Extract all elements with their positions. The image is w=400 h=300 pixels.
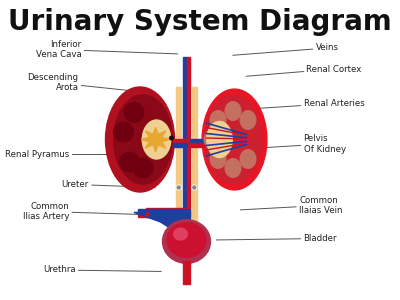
Text: Veins: Veins: [233, 44, 338, 55]
Text: Common
Ilias Artery: Common Ilias Artery: [23, 202, 139, 221]
Circle shape: [176, 185, 181, 190]
Ellipse shape: [205, 95, 261, 184]
Bar: [138, 212, 190, 217]
Circle shape: [192, 185, 197, 190]
Ellipse shape: [162, 220, 210, 263]
Bar: [146, 208, 186, 212]
Ellipse shape: [240, 111, 256, 129]
Ellipse shape: [120, 152, 139, 172]
Text: Pelvis
Of Kidney: Pelvis Of Kidney: [252, 134, 346, 154]
Circle shape: [146, 213, 149, 216]
Bar: [186, 57, 190, 261]
Ellipse shape: [225, 159, 241, 177]
Bar: [176, 87, 181, 261]
Ellipse shape: [142, 127, 162, 146]
Bar: [146, 213, 186, 217]
Circle shape: [193, 186, 196, 189]
Text: Inferior
Vena Cava: Inferior Vena Cava: [36, 40, 178, 59]
Bar: [192, 87, 197, 261]
Ellipse shape: [167, 223, 206, 257]
Polygon shape: [141, 127, 170, 152]
Ellipse shape: [202, 89, 267, 190]
Ellipse shape: [210, 111, 226, 129]
Ellipse shape: [114, 122, 133, 142]
Circle shape: [177, 186, 180, 189]
Bar: [182, 57, 186, 261]
Bar: [190, 143, 204, 147]
Text: Common
Ilaias Vein: Common Ilaias Vein: [240, 196, 342, 215]
Text: Renal Cortex: Renal Cortex: [246, 64, 362, 76]
Ellipse shape: [142, 120, 171, 159]
Bar: [173, 143, 186, 147]
Ellipse shape: [133, 158, 153, 178]
Bar: [190, 139, 204, 142]
Text: Urethra: Urethra: [43, 266, 161, 274]
Circle shape: [170, 136, 173, 140]
Bar: [173, 139, 186, 143]
Ellipse shape: [240, 150, 256, 168]
Ellipse shape: [124, 103, 144, 122]
Ellipse shape: [210, 150, 226, 168]
Text: Bladder: Bladder: [216, 234, 337, 243]
Ellipse shape: [204, 130, 220, 149]
Bar: [183, 261, 190, 284]
Text: Urinary System Diagram: Urinary System Diagram: [8, 8, 392, 35]
Bar: [181, 250, 192, 262]
Ellipse shape: [225, 102, 241, 120]
Text: Ureter: Ureter: [62, 180, 155, 189]
Ellipse shape: [114, 95, 172, 184]
Polygon shape: [134, 212, 194, 234]
Bar: [138, 208, 190, 212]
Text: Renal Arteries: Renal Arteries: [243, 99, 364, 109]
Ellipse shape: [207, 122, 232, 158]
Polygon shape: [146, 212, 182, 234]
Text: Renal Pyramus: Renal Pyramus: [5, 150, 125, 159]
Text: Descending
Arota: Descending Arota: [28, 73, 136, 92]
Ellipse shape: [174, 228, 187, 240]
Ellipse shape: [106, 87, 174, 192]
